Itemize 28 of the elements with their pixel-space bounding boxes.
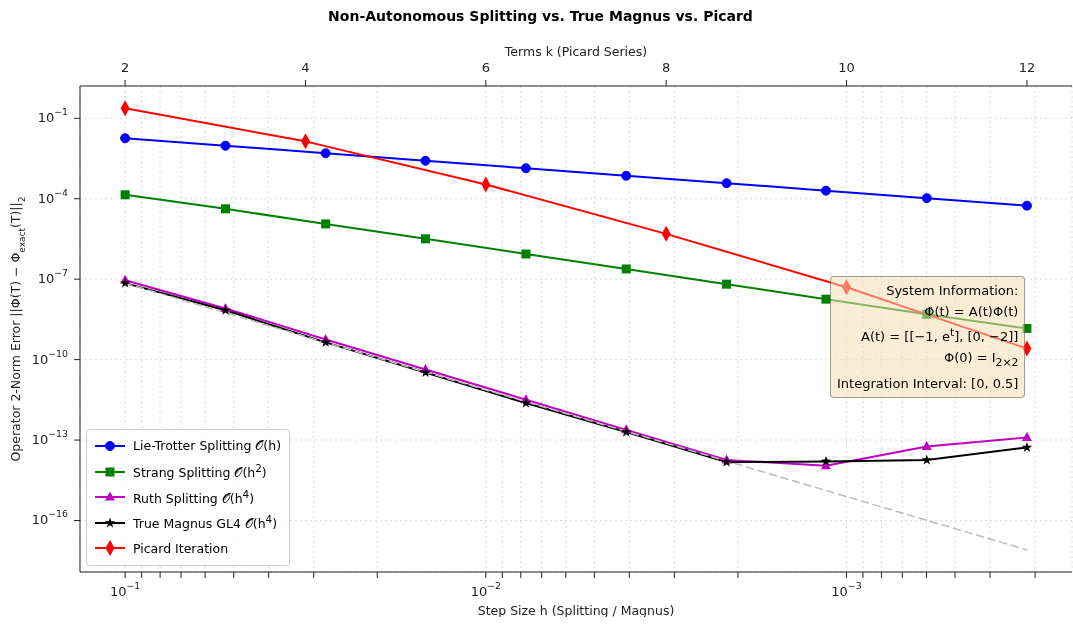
legend-label: Picard Iteration: [133, 540, 229, 556]
y-tick-label: 10$^{−16}$: [31, 508, 69, 527]
annotation: Integration Interval: [0, 0.5]: [837, 374, 1019, 393]
x-tick-label: 10$^{−1}$: [109, 580, 141, 599]
x2-tick-label: 10: [838, 59, 855, 75]
annotation: System Information:: [885, 282, 1019, 300]
x-axis-title: Step Size h (Splitting / Magnus): [477, 603, 675, 618]
legend-label: True Magnus GL4 𝒪(h$^{4}$): [133, 513, 278, 533]
x2-axis-title: Terms k (Picard Series): [503, 44, 648, 59]
legend-label: Strang Splitting 𝒪(h$^{2}$): [133, 462, 267, 482]
x2-tick-label: 4: [301, 59, 310, 75]
y-tick-label: 10$^{−4}$: [37, 186, 69, 206]
y-tick-label: 10$^{−7}$: [37, 267, 69, 286]
y-tick-label: 10$^{−1}$: [37, 106, 69, 125]
annotation: A(t) = [[−1, e$^{t}$], [0, −2]]: [860, 325, 1019, 347]
legend-label: Lie-Trotter Splitting 𝒪(h): [133, 438, 282, 455]
x-tick-label: 10$^{−2}$: [470, 580, 502, 599]
annotation: Φ̇(t) = A(t)Φ(t): [923, 303, 1019, 321]
annotation: Φ(0) = I$_{2×2}$: [942, 349, 1019, 371]
x-tick-label: 10$^{−3}$: [831, 580, 862, 599]
chart-title: Non-Autonomous Splitting vs. True Magnus vs. Picard: [327, 8, 754, 24]
x2-tick-label: 8: [662, 59, 671, 75]
x2-tick-label: 2: [120, 59, 130, 75]
y-tick-label: 10$^{−13}$: [31, 428, 69, 447]
legend-label: Ruth Splitting 𝒪(h$^{4}$): [133, 487, 255, 507]
x2-tick-label: 6: [481, 59, 490, 75]
y-tick-label: 10$^{−10}$: [31, 347, 69, 367]
x2-tick-label: 12: [1018, 59, 1036, 75]
